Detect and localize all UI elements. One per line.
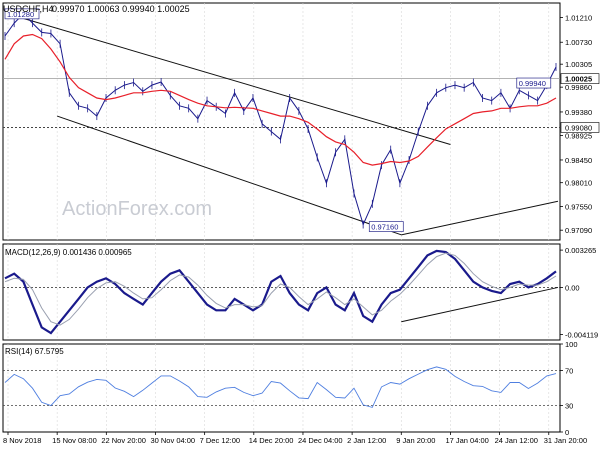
- x-tick-label-7: 2 Jan 12:00: [347, 436, 386, 445]
- x-tick-label-11: 31 Jan 20:00: [544, 436, 587, 445]
- support-level-box: [560, 122, 600, 133]
- x-tick-label-3: 30 Nov 04:00: [150, 436, 195, 445]
- current-price-box: [560, 73, 600, 84]
- annotation-label-1: 0.99940: [519, 79, 546, 88]
- macd-y-label-2: -0.004119: [565, 331, 598, 340]
- panel-frame-0: [2, 2, 561, 241]
- main-y-label-9: 0.97090: [565, 226, 592, 235]
- macd-series-macd: [4, 249, 557, 335]
- annotation-label-2: 0.97160: [371, 223, 398, 232]
- panel-frame-1: [2, 243, 561, 341]
- macd-trendline-0: [401, 286, 559, 323]
- x-tick-label-8: 9 Jan 20:00: [396, 436, 435, 445]
- panel-frame-2: [2, 343, 561, 433]
- macd-y-label-0: 0.003265: [565, 246, 596, 255]
- rsi-y-label-1: 70: [565, 366, 573, 375]
- main-y-label-0: 1.01210: [565, 13, 592, 22]
- main-y-label-7: 0.98010: [565, 179, 592, 188]
- main-trendline-2: [401, 200, 559, 236]
- x-tick-label-2: 22 Nov 20:00: [101, 436, 146, 445]
- main-trendline-0: [7, 13, 451, 145]
- x-tick-label-5: 14 Dec 20:00: [249, 436, 294, 445]
- main-y-label-3: 0.99860: [565, 83, 592, 92]
- x-tick-label-4: 7 Dec 12:00: [200, 436, 240, 445]
- rsi-y-label-3: 0: [565, 428, 569, 437]
- x-tick-label-10: 24 Jan 12:00: [495, 436, 538, 445]
- x-tick-label-0: 8 Nov 2018: [3, 436, 41, 445]
- main-y-label-8: 0.97550: [565, 202, 592, 211]
- current-price-label: 1.00025: [565, 75, 592, 84]
- main-y-label-4: 0.99380: [565, 108, 592, 117]
- main-y-label-5: 0.98925: [565, 131, 592, 140]
- x-tick-label-1: 15 Nov 08:00: [52, 436, 97, 445]
- x-tick-label-6: 24 Dec 04:00: [298, 436, 343, 445]
- macd-series-signal: [4, 252, 557, 326]
- rsi-y-label-0: 100: [565, 340, 578, 349]
- main-y-label-6: 0.98450: [565, 156, 592, 165]
- rsi-title: RSI(14) 67.5795: [5, 347, 64, 356]
- main-series-ema: [4, 33, 557, 166]
- annotation-box-1: [516, 77, 552, 89]
- support-level-label: 0.99080: [565, 123, 592, 132]
- chart-header-ohlc: 0.99970 1.00063 0.99940 1.00025: [52, 4, 190, 14]
- rsi-y-label-2: 30: [565, 402, 573, 411]
- macd-y-label-1: 0.00: [565, 283, 580, 292]
- rsi-series: [4, 366, 557, 408]
- main-trendline-1: [56, 115, 402, 236]
- annotation-box-0: [4, 8, 40, 20]
- main-y-label-1: 1.00730: [565, 38, 592, 47]
- x-tick-label-9: 17 Jan 04:00: [445, 436, 488, 445]
- annotation-box-2: [368, 221, 404, 232]
- chart-header-symbol: USDCHF,H4: [3, 4, 54, 14]
- watermark: ActionForex.com: [62, 198, 212, 220]
- main-y-label-2: 1.00305: [565, 60, 592, 69]
- macd-title: MACD(12,26,9) 0.001436 0.000965: [5, 248, 132, 257]
- annotation-label-0: 1.01280: [7, 10, 34, 19]
